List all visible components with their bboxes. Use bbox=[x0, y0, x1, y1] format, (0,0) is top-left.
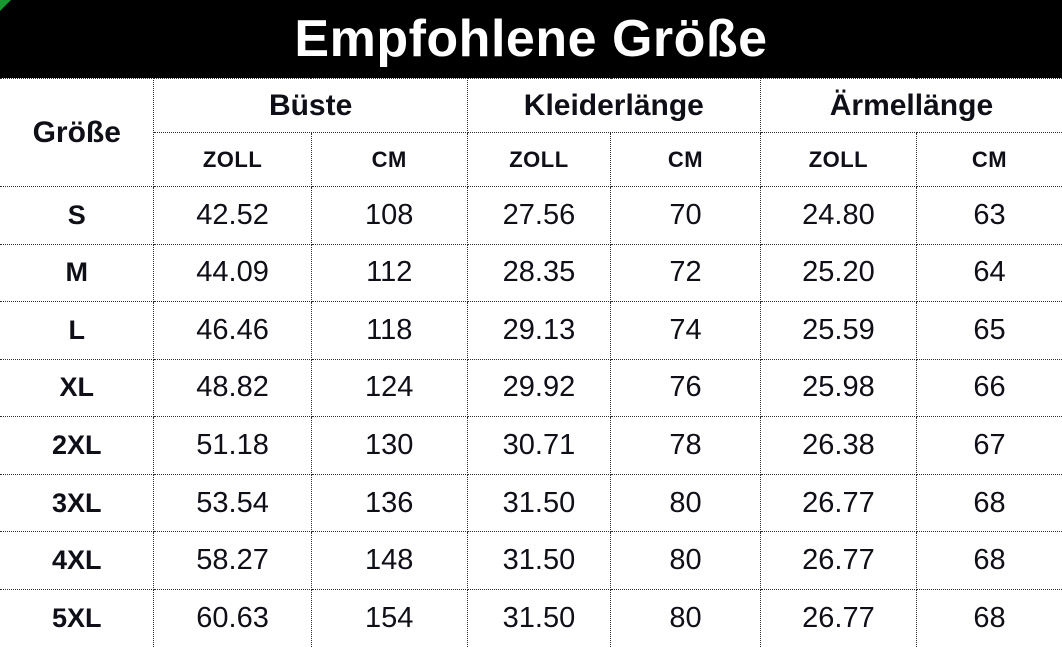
value-cell: 42.52 bbox=[153, 186, 312, 245]
value-cell: 66 bbox=[915, 358, 1062, 418]
size-cell: S bbox=[0, 186, 155, 245]
value-cell: 27.56 bbox=[466, 186, 612, 245]
value-cell: 29.92 bbox=[466, 358, 612, 418]
value-cell: 31.50 bbox=[466, 531, 612, 590]
value-cell: 80 bbox=[610, 473, 761, 533]
value-cell: 31.50 bbox=[466, 588, 612, 647]
value-cell: 64 bbox=[915, 243, 1062, 303]
size-cell: 2XL bbox=[0, 416, 155, 475]
corner-triangle-mark bbox=[0, 0, 11, 11]
value-cell: 80 bbox=[610, 531, 761, 590]
column-group-dress-length: Kleiderlänge bbox=[466, 78, 761, 133]
unit-header-dress-cm: CM bbox=[610, 132, 761, 187]
table-row-s: S 42.52 108 27.56 70 24.80 63 bbox=[0, 186, 1062, 245]
value-cell: 46.46 bbox=[153, 301, 312, 360]
value-cell: 48.82 bbox=[153, 358, 312, 418]
size-cell: M bbox=[0, 243, 155, 303]
size-cell: XL bbox=[0, 358, 155, 418]
value-cell: 118 bbox=[310, 301, 468, 360]
value-cell: 44.09 bbox=[153, 243, 312, 303]
table-row-xl: XL 48.82 124 29.92 76 25.98 66 bbox=[0, 358, 1062, 418]
value-cell: 26.38 bbox=[759, 416, 917, 475]
unit-header-sleeve-inch: ZOLL bbox=[759, 132, 917, 187]
value-cell: 58.27 bbox=[153, 531, 312, 590]
unit-header-bust-inch: ZOLL bbox=[153, 132, 312, 187]
value-cell: 67 bbox=[915, 416, 1062, 475]
value-cell: 68 bbox=[915, 473, 1062, 533]
value-cell: 25.59 bbox=[759, 301, 917, 360]
value-cell: 80 bbox=[610, 588, 761, 647]
size-cell: 3XL bbox=[0, 473, 155, 533]
table-row-l: L 46.46 118 29.13 74 25.59 65 bbox=[0, 301, 1062, 360]
unit-header-dress-inch: ZOLL bbox=[466, 132, 612, 187]
column-header-size: Größe bbox=[0, 78, 155, 187]
value-cell: 108 bbox=[310, 186, 468, 245]
value-cell: 136 bbox=[310, 473, 468, 533]
size-cell: 5XL bbox=[0, 588, 155, 647]
value-cell: 60.63 bbox=[153, 588, 312, 647]
table-row-5xl: 5XL 60.63 154 31.50 80 26.77 68 bbox=[0, 588, 1062, 647]
value-cell: 25.98 bbox=[759, 358, 917, 418]
value-cell: 112 bbox=[310, 243, 468, 303]
column-group-bust: Büste bbox=[153, 78, 468, 133]
value-cell: 68 bbox=[915, 531, 1062, 590]
value-cell: 72 bbox=[610, 243, 761, 303]
page-title: Empfohlene Größe bbox=[294, 10, 768, 68]
size-cell: L bbox=[0, 301, 155, 360]
table-row-4xl: 4XL 58.27 148 31.50 80 26.77 68 bbox=[0, 531, 1062, 590]
value-cell: 29.13 bbox=[466, 301, 612, 360]
value-cell: 26.77 bbox=[759, 473, 917, 533]
value-cell: 148 bbox=[310, 531, 468, 590]
value-cell: 28.35 bbox=[466, 243, 612, 303]
size-chart-table: Größe Büste Kleiderlänge Ärmellänge ZOLL… bbox=[0, 78, 1062, 647]
unit-header-bust-cm: CM bbox=[310, 132, 468, 187]
value-cell: 63 bbox=[915, 186, 1062, 245]
value-cell: 30.71 bbox=[466, 416, 612, 475]
table-row-m: M 44.09 112 28.35 72 25.20 64 bbox=[0, 243, 1062, 303]
value-cell: 68 bbox=[915, 588, 1062, 647]
size-cell: 4XL bbox=[0, 531, 155, 590]
value-cell: 124 bbox=[310, 358, 468, 418]
value-cell: 78 bbox=[610, 416, 761, 475]
title-bar: Empfohlene Größe bbox=[0, 0, 1062, 78]
column-group-sleeve-length: Ärmellänge bbox=[759, 78, 1062, 133]
unit-header-sleeve-cm: CM bbox=[915, 132, 1062, 187]
value-cell: 25.20 bbox=[759, 243, 917, 303]
value-cell: 51.18 bbox=[153, 416, 312, 475]
table-row-3xl: 3XL 53.54 136 31.50 80 26.77 68 bbox=[0, 473, 1062, 533]
value-cell: 26.77 bbox=[759, 531, 917, 590]
value-cell: 53.54 bbox=[153, 473, 312, 533]
header-unit-row: ZOLL CM ZOLL CM ZOLL CM bbox=[0, 132, 1062, 187]
value-cell: 76 bbox=[610, 358, 761, 418]
value-cell: 130 bbox=[310, 416, 468, 475]
value-cell: 154 bbox=[310, 588, 468, 647]
value-cell: 31.50 bbox=[466, 473, 612, 533]
value-cell: 65 bbox=[915, 301, 1062, 360]
header-group-row: Größe Büste Kleiderlänge Ärmellänge bbox=[0, 78, 1062, 187]
table-row-2xl: 2XL 51.18 130 30.71 78 26.38 67 bbox=[0, 416, 1062, 475]
value-cell: 70 bbox=[610, 186, 761, 245]
value-cell: 24.80 bbox=[759, 186, 917, 245]
value-cell: 26.77 bbox=[759, 588, 917, 647]
value-cell: 74 bbox=[610, 301, 761, 360]
